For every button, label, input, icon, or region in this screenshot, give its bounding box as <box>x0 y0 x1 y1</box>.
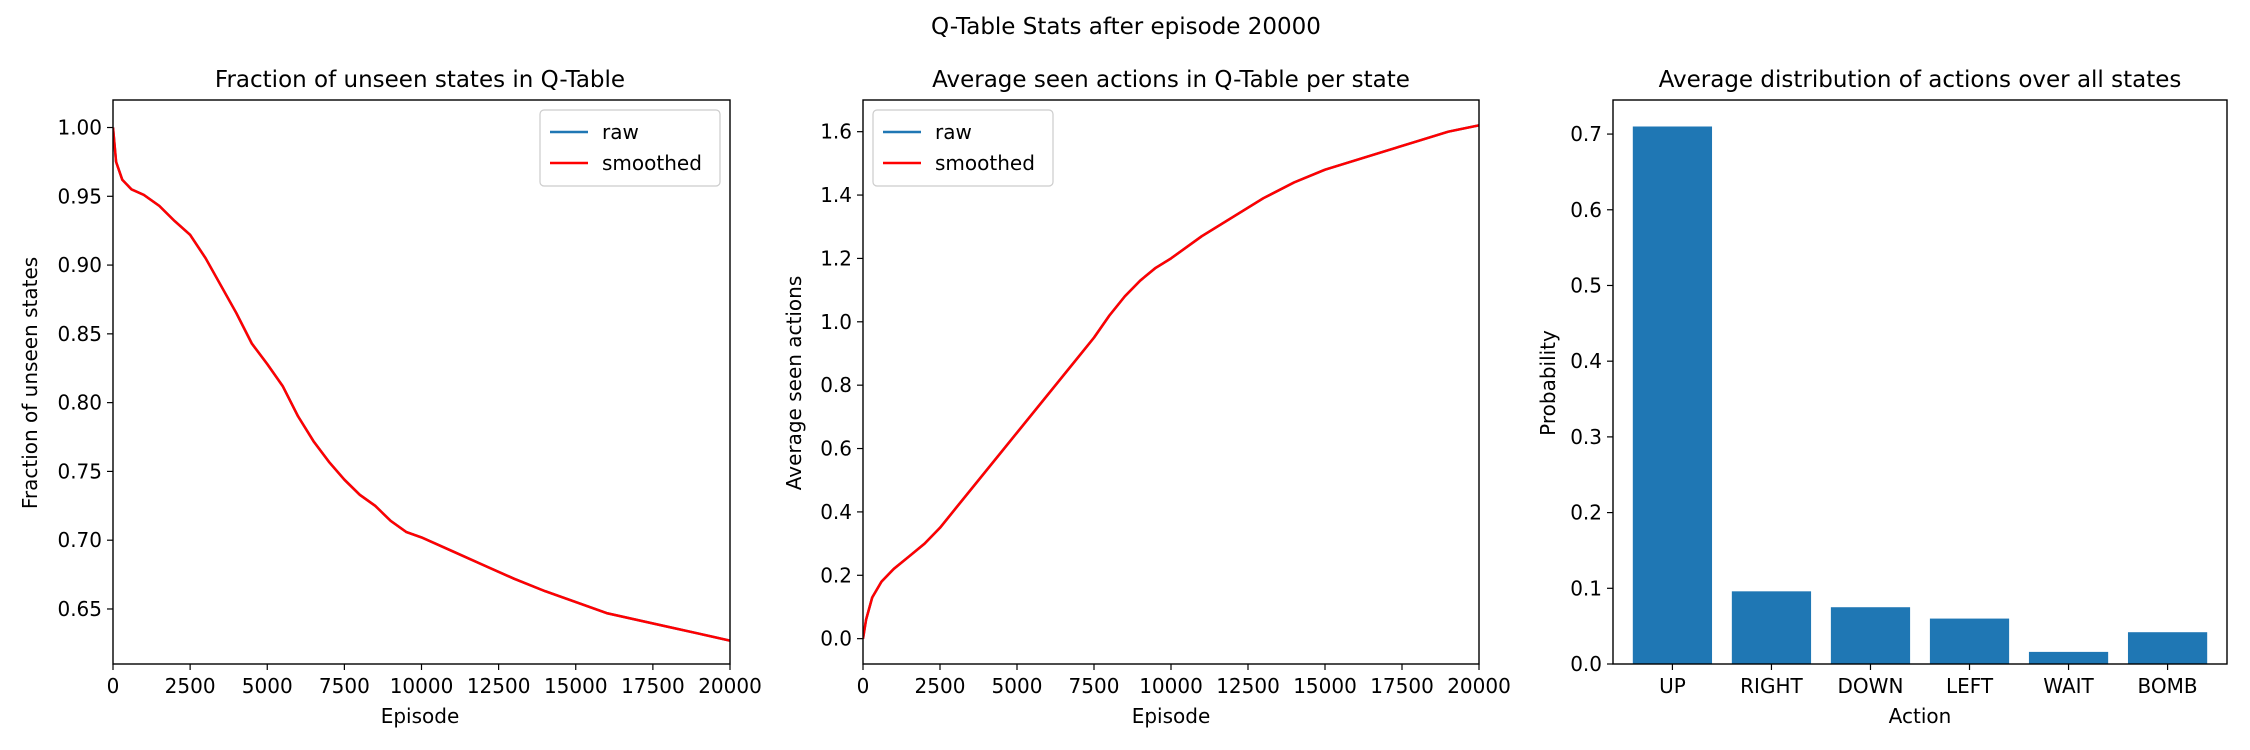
bar-up <box>1632 126 1713 664</box>
bar-wait <box>2028 651 2109 664</box>
legend-label-raw: raw <box>602 120 639 144</box>
bar-bomb <box>2127 632 2208 664</box>
panel3-ticks: UP RIGHT DOWN LEFT WAIT BOMB 0.0 0.1 0.2 0.3 0.4 0.… <box>1570 122 2197 698</box>
legend-label-raw: raw <box>935 120 972 144</box>
x-tick-label: WAIT <box>2043 674 2094 698</box>
x-tick-label: 5000 <box>992 674 1043 698</box>
x-tick-label: 12500 <box>1216 674 1280 698</box>
x-tick-label: 7500 <box>1069 674 1120 698</box>
x-tick-label: RIGHT <box>1740 674 1803 698</box>
series-line-smoothed <box>113 127 730 642</box>
legend-label-smoothed: smoothed <box>935 151 1035 175</box>
panel3-title: Average distribution of actions over all… <box>1659 67 2182 93</box>
y-tick-label: 1.00 <box>57 116 102 140</box>
legend-label-smoothed: smoothed <box>602 151 702 175</box>
x-tick-label: 2500 <box>915 674 966 698</box>
x-tick-label: UP <box>1659 674 1686 698</box>
y-tick-label: 0.85 <box>57 322 102 346</box>
panel1-xlabel: Episode <box>381 704 460 728</box>
x-tick-label: 2500 <box>165 674 216 698</box>
axes-frame <box>862 99 1480 665</box>
panel1-ylabel: Fraction of unseen states <box>18 257 42 509</box>
x-tick-label: 17500 <box>1370 674 1434 698</box>
panel3-ylabel: Probability <box>1536 330 1560 436</box>
panel1-ticks: 0.65 0.70 0.75 0.80 0.85 0.90 0.95 1.00 0 2500 500… <box>57 116 761 698</box>
series-line-raw <box>113 127 730 642</box>
y-tick-label: 0.75 <box>57 459 102 483</box>
y-tick-label: 0.90 <box>57 253 102 277</box>
y-tick-label: 0.3 <box>1570 425 1602 449</box>
axes-frame <box>1612 99 2228 665</box>
x-tick-label: 15000 <box>1293 674 1357 698</box>
x-tick-label: 7500 <box>319 674 370 698</box>
y-tick-label: 1.2 <box>820 246 852 270</box>
bar-left <box>1929 618 2010 664</box>
x-tick-label: 10000 <box>390 674 454 698</box>
y-tick-label: 0.70 <box>57 528 102 552</box>
y-tick-label: 1.4 <box>820 183 852 207</box>
x-tick-label: 10000 <box>1139 674 1203 698</box>
y-tick-label: 0.2 <box>820 563 852 587</box>
y-tick-label: 1.0 <box>820 310 852 334</box>
panel2-plot-area <box>862 99 1480 665</box>
x-tick-label: 0 <box>107 674 120 698</box>
y-tick-label: 0.2 <box>1570 501 1602 525</box>
legend-box <box>539 109 721 187</box>
x-tick-label: BOMB <box>2138 674 2198 698</box>
y-tick-label: 0.8 <box>820 373 852 397</box>
x-tick-label: 20000 <box>1447 674 1511 698</box>
x-tick-label: 15000 <box>544 674 608 698</box>
bar-right <box>1731 591 1812 664</box>
panel2-title: Average seen actions in Q-Table per stat… <box>932 67 1410 93</box>
axes-frame <box>112 99 731 665</box>
y-tick-label: 0.4 <box>820 500 852 524</box>
x-tick-label: 0 <box>857 674 870 698</box>
panel2-xlabel: Episode <box>1132 704 1211 728</box>
y-tick-label: 0.95 <box>57 184 102 208</box>
panel3-plot-area <box>1612 99 2228 665</box>
panel2-ylabel: Average seen actions <box>782 276 806 491</box>
panel-unseen-states: Fraction of unseen states in Q-Table Epi… <box>18 67 762 728</box>
y-tick-label: 1.6 <box>820 120 852 144</box>
y-tick-label: 0.4 <box>1570 349 1602 373</box>
series-line-raw <box>863 124 1479 639</box>
panel1-title: Fraction of unseen states in Q-Table <box>215 67 625 93</box>
y-tick-label: 0.7 <box>1570 122 1602 146</box>
y-tick-label: 0.65 <box>57 597 102 621</box>
panel-action-distribution: Average distribution of actions over all… <box>1536 67 2228 728</box>
y-tick-label: 0.1 <box>1570 576 1602 600</box>
y-tick-label: 0.5 <box>1570 273 1602 297</box>
x-tick-label: DOWN <box>1838 674 1904 698</box>
panel2-legend: raw smoothed <box>872 109 1054 187</box>
bar-down <box>1830 607 1911 664</box>
y-tick-label: 0.6 <box>1570 198 1602 222</box>
y-tick-label: 0.0 <box>1570 652 1602 676</box>
x-tick-label: 20000 <box>698 674 762 698</box>
figure-suptitle: Q-Table Stats after episode 20000 <box>931 14 1321 40</box>
y-tick-label: 0.6 <box>820 437 852 461</box>
x-tick-label: 12500 <box>467 674 531 698</box>
x-tick-label: 17500 <box>621 674 685 698</box>
panel1-legend: raw smoothed <box>539 109 721 187</box>
y-tick-label: 0.80 <box>57 391 102 415</box>
x-tick-label: 5000 <box>242 674 293 698</box>
x-tick-label: LEFT <box>1946 674 1994 698</box>
panel-seen-actions: Average seen actions in Q-Table per stat… <box>782 67 1511 728</box>
legend-box <box>872 109 1054 187</box>
series-line-smoothed <box>863 124 1479 639</box>
panel1-plot-area <box>112 99 731 665</box>
panel3-xlabel: Action <box>1889 704 1952 728</box>
y-tick-label: 0.0 <box>820 627 852 651</box>
panel2-ticks: 0.0 0.2 0.4 0.6 0.8 1.0 1.2 1.4 1.6 0 2500 5000 7500… <box>820 120 1511 698</box>
